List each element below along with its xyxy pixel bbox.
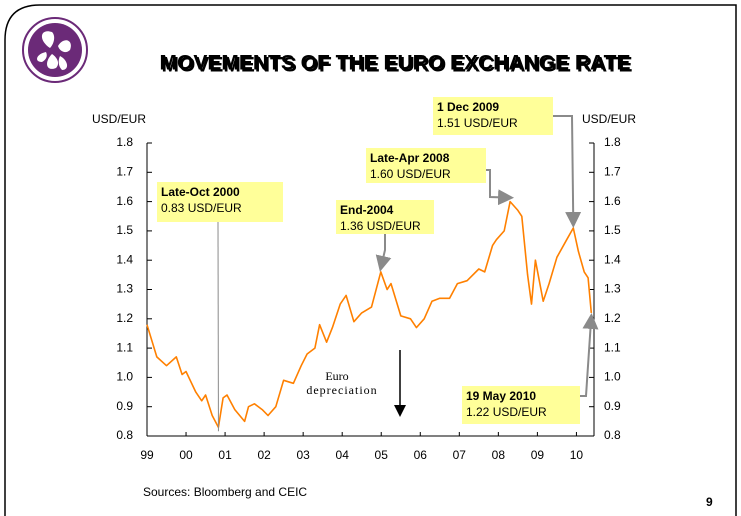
y-tick-label: 1.5 <box>116 223 133 237</box>
x-tick-label: 04 <box>336 448 350 462</box>
y2-tick-label: 1.5 <box>604 223 621 237</box>
x-tick-label: 09 <box>531 448 545 462</box>
note: Euro <box>325 369 348 383</box>
annotation-title: 1 Dec 2009 <box>437 100 499 114</box>
y2-axis-label: USD/EUR <box>582 112 636 126</box>
y2-tick-label: 0.9 <box>604 399 621 413</box>
y2-tick-label: 0.8 <box>604 428 621 442</box>
annotation-title: Late-Apr 2008 <box>370 151 450 165</box>
annotation-arrow <box>580 312 599 397</box>
annotation-arrow <box>553 115 582 228</box>
x-tick-label: 10 <box>570 448 584 462</box>
annotation-arrow <box>486 169 515 206</box>
y2-tick-label: 1.8 <box>604 135 621 149</box>
line-series <box>146 200 593 428</box>
x-tick-label: 01 <box>218 448 232 462</box>
annotation-title: 19 May 2010 <box>466 389 536 403</box>
y2-tick-label: 1.7 <box>604 164 621 178</box>
x-tick-label: 99 <box>140 448 154 462</box>
y2-tick-label: 1.0 <box>604 370 621 384</box>
annotation-text: 0.83 USD/EUR <box>161 201 242 215</box>
y-axis-label: USD/EUR <box>92 112 146 126</box>
page-number: 9 <box>706 495 713 509</box>
x-tick-label: 07 <box>453 448 467 462</box>
annotation-box <box>336 200 434 234</box>
note: depreciation <box>306 383 377 397</box>
x-tick-label: 06 <box>414 448 428 462</box>
y-tick-label: 1.3 <box>116 282 133 296</box>
annotation-arrow <box>375 234 392 272</box>
logo <box>22 17 88 83</box>
y2-tick-label: 1.4 <box>604 252 621 266</box>
y2-tick-label: 1.1 <box>604 340 621 354</box>
x-tick-label: 02 <box>257 448 271 462</box>
annotation-box <box>366 148 486 183</box>
x-tick-label: 00 <box>179 448 193 462</box>
annotation-title: Late-Oct 2000 <box>161 185 240 199</box>
annotation-text: 1.22 USD/EUR <box>466 405 547 419</box>
chart-title: MOVEMENTS OF THE EURO EXCHANGE RATE <box>160 52 631 75</box>
y-tick-label: 1.1 <box>116 340 133 354</box>
y-tick-label: 1.8 <box>116 135 133 149</box>
y2-tick-label: 1.2 <box>604 311 621 325</box>
annotation-text: 1.60 USD/EUR <box>370 167 451 181</box>
y-tick-label: 1.2 <box>116 311 133 325</box>
annotation-text: 1.51 USD/EUR <box>437 116 518 130</box>
annotation-box <box>462 386 580 424</box>
source: Sources: Bloomberg and CEIC <box>143 485 307 499</box>
y2-tick-label: 1.3 <box>604 282 621 296</box>
x-tick-label: 05 <box>375 448 389 462</box>
y2-tick-label: 1.6 <box>604 194 621 208</box>
x-tick-label: 08 <box>492 448 506 462</box>
y-tick-label: 0.8 <box>116 428 133 442</box>
y-tick-label: 1.6 <box>116 194 133 208</box>
annotation-text: 1.36 USD/EUR <box>340 219 421 233</box>
title-shadow: MOVEMENTS OF THE EURO EXCHANGE RATE <box>162 54 633 77</box>
y-tick-label: 0.9 <box>116 399 133 413</box>
y-tick-label: 1.0 <box>116 370 133 384</box>
y-tick-label: 1.7 <box>116 164 133 178</box>
annotation-title: End-2004 <box>340 203 394 217</box>
annotation-box <box>157 182 283 222</box>
annotation-box <box>433 97 553 135</box>
x-tick-label: 03 <box>296 448 310 462</box>
slide-frame <box>4 4 737 516</box>
y-tick-label: 1.4 <box>116 252 133 266</box>
